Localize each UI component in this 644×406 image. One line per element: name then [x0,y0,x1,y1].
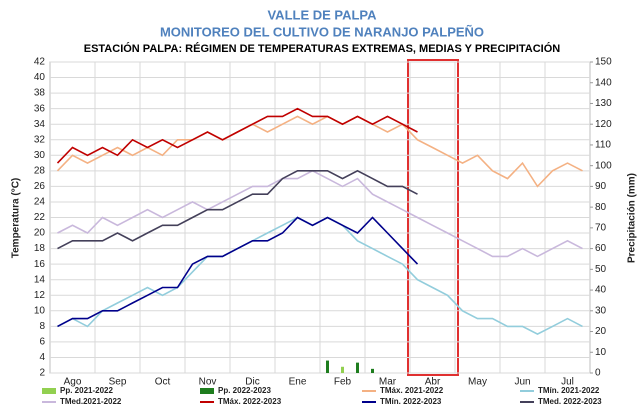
y-tick-label: 4 [39,352,45,363]
y-tick-label: 36 [34,103,46,114]
y2-tick-label: 10 [595,347,607,358]
x-tick-label: Abr [425,377,441,388]
series-line [57,169,418,250]
legend-item: TMed. 2022-2023 [520,397,602,406]
y2-tick-label: 60 [595,243,607,254]
legend-label: TMín. 2022-2023 [380,397,442,406]
legend-label: TMed.2021-2022 [60,397,122,406]
x-tick-label: Nov [199,377,217,388]
y-tick-label: 18 [34,243,46,254]
chart-title: ESTACIÓN PALPA: RÉGIMEN DE TEMPERATURAS … [84,42,561,55]
series-line [56,115,583,188]
y-axis-label: Temperatura (°C) [11,178,22,259]
x-tick-label: May [468,377,487,388]
legend-item: TMáx. 2022-2023 [200,397,282,406]
precip-bar [356,362,359,373]
x-tick-label: Feb [334,377,352,388]
series-line [57,216,419,328]
x-tick-label: Ago [64,377,82,388]
y-tick-label: 22 [34,212,46,223]
y-tick-label: 20 [34,228,46,239]
x-tick-label: Mar [379,377,397,388]
legend-label: TMed. 2022-2023 [538,397,602,406]
y-tick-label: 2 [39,368,45,379]
y-tick-label: 32 [34,134,46,145]
y2-tick-label: 150 [595,57,612,68]
subtitle: MONITOREO DEL CULTIVO DE NARANJO PALPEÑO [160,24,484,39]
y-tick-label: 28 [34,165,46,176]
y2-tick-label: 40 [595,285,607,296]
legend-item: Pp. 2022-2023 [200,386,271,395]
x-tick-label: Oct [155,377,171,388]
legend-label: TMáx. 2021-2022 [380,386,444,395]
series-line [56,107,418,164]
y2-tick-label: 110 [595,140,611,151]
legend-label: Pp. 2021-2022 [60,386,113,395]
y2-tick-label: 20 [595,326,607,337]
y-tick-label: 16 [34,259,46,270]
y-tick-label: 42 [34,57,46,68]
legend-item: TMed.2021-2022 [42,397,122,406]
x-tick-label: Sep [109,377,127,388]
y2-tick-label: 130 [595,98,612,109]
y-tick-label: 12 [34,290,46,301]
y-tick-label: 38 [34,88,46,99]
title: VALLE DE PALPA [267,7,377,22]
precip-bar [371,368,374,373]
y-tick-label: 40 [34,72,46,83]
precip-bar [341,366,344,373]
x-tick-label: Ene [289,377,307,388]
y-tick-label: 26 [34,181,46,192]
y2-axis-label: Precipitación (mm) [627,173,638,263]
y2-tick-label: 140 [595,77,612,88]
y-tick-label: 30 [34,150,46,161]
y-tick-label: 14 [34,274,46,285]
y2-tick-label: 100 [595,160,612,171]
precip-bar [326,360,329,373]
legend-swatch [42,388,56,394]
legend-swatch [200,388,214,394]
legend-item: TMáx. 2021-2022 [362,386,444,395]
y2-tick-label: 90 [595,181,607,192]
y2-tick-label: 120 [595,119,612,130]
y-tick-label: 8 [39,321,45,332]
y-tick-label: 34 [34,119,46,130]
legend-label: Pp. 2022-2023 [218,386,271,395]
x-tick-label: Jun [514,377,530,388]
x-tick-label: Dic [245,377,259,388]
x-tick-label: Jul [561,377,574,388]
legend-item: TMín. 2021-2022 [520,386,600,395]
legend-item: Pp. 2021-2022 [42,386,113,395]
legend-label: TMáx. 2022-2023 [218,397,282,406]
y2-tick-label: 70 [595,223,607,234]
y2-tick-label: 50 [595,264,607,275]
y-tick-label: 24 [34,197,46,208]
y2-tick-label: 80 [595,202,607,213]
legend-item: TMín. 2022-2023 [362,397,442,406]
y-tick-label: 6 [39,337,45,348]
y2-tick-label: 30 [595,305,607,316]
legend-label: TMín. 2021-2022 [538,386,600,395]
y-tick-label: 10 [34,305,46,316]
series-line [57,169,583,258]
y2-tick-label: 0 [595,368,601,379]
